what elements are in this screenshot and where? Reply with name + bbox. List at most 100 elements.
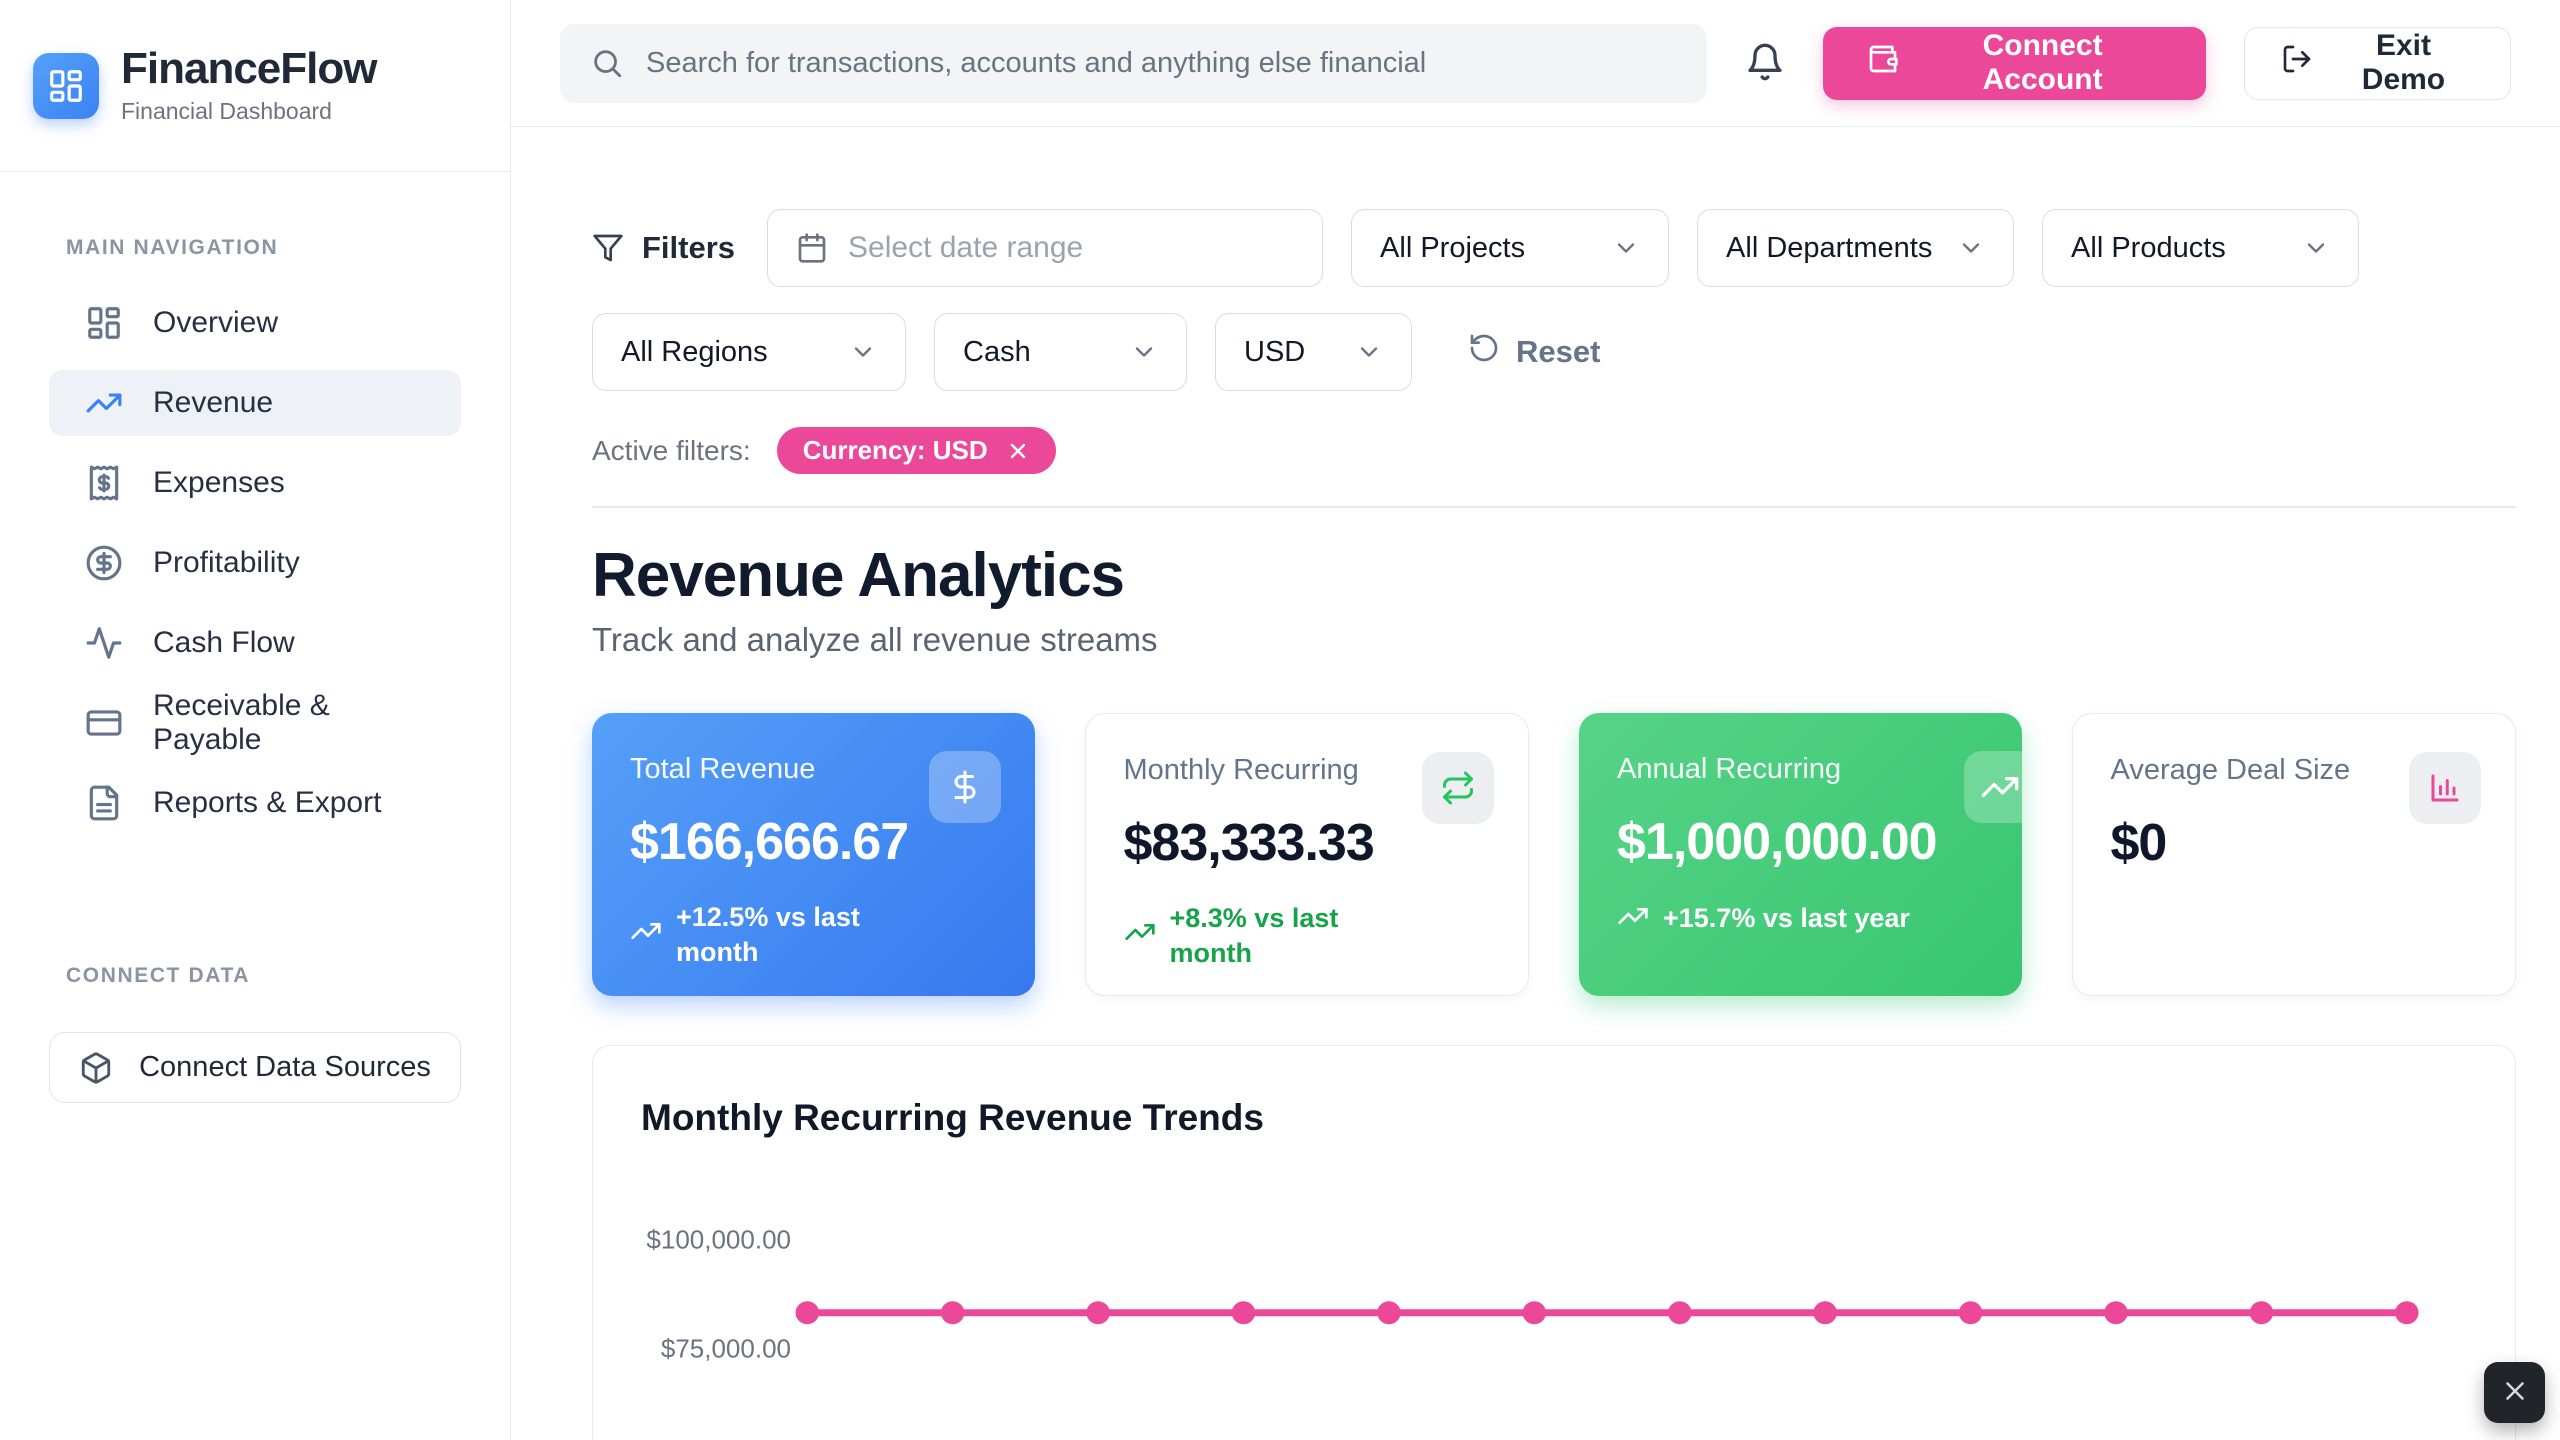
app-title: FinanceFlow	[121, 44, 377, 93]
currency-dropdown[interactable]: USD	[1215, 313, 1412, 391]
products-dropdown-value: All Products	[2071, 231, 2226, 264]
metric-value: $0	[2110, 813, 2168, 872]
sidebar-item-receivable-payable[interactable]: Receivable & Payable	[49, 689, 461, 757]
departments-dropdown-value: All Departments	[1726, 231, 1933, 264]
search-input[interactable]	[646, 46, 1678, 80]
close-overlay-button[interactable]	[2484, 1362, 2545, 1423]
metric-label: Annual Recurring	[1617, 752, 1842, 785]
sidebar-item-label: Revenue	[153, 386, 274, 420]
regions-dropdown-value: All Regions	[621, 335, 768, 368]
app-subtitle: Financial Dashboard	[121, 98, 332, 125]
dollar-circle-icon	[85, 544, 123, 582]
close-icon	[2500, 1376, 2530, 1409]
repeat-icon	[1422, 751, 1494, 824]
activity-icon	[85, 624, 123, 662]
filters-row-2: All Regions Cash USD Reset	[592, 313, 2516, 391]
sidebar-item-label: Receivable & Payable	[153, 689, 330, 757]
sidebar-item-overview[interactable]: Overview	[49, 290, 461, 356]
sidebar-item-label: Profitability	[153, 546, 300, 580]
sidebar-item-profitability[interactable]: Profitability	[49, 530, 461, 596]
trending-up-icon	[1617, 900, 1649, 939]
regions-dropdown[interactable]: All Regions	[592, 313, 906, 391]
dollar-icon	[928, 750, 1001, 823]
brand-text: FinanceFlow Financial Dashboard	[121, 44, 377, 125]
trending-up-icon	[1124, 916, 1156, 955]
connect-account-label: Connect Account	[1982, 29, 2103, 96]
filters-heading: Filters	[592, 230, 735, 266]
connect-data-sources-button[interactable]: Connect Data Sources	[49, 1032, 461, 1104]
metric-value: $83,333.33	[1123, 813, 1375, 872]
filters-row-1: Filters All Projects All Departments All…	[592, 209, 2516, 287]
chevron-down-icon	[849, 338, 877, 366]
sidebar-item-expenses[interactable]: Expenses	[49, 450, 461, 516]
content: Filters All Projects All Departments All…	[511, 127, 2560, 1440]
metric-card-annual-recurring: Annual Recurring $1,000,000.00 +15.7% vs…	[1579, 712, 2022, 996]
mrr-line-chart	[795, 1300, 2419, 1324]
chevron-down-icon	[1355, 338, 1383, 366]
y-axis-tick: $100,000.00	[646, 1224, 791, 1254]
bar-chart-icon	[2409, 751, 2481, 824]
credit-card-icon	[85, 704, 123, 742]
y-axis-tick: $75,000.00	[660, 1333, 791, 1363]
calendar-icon	[796, 232, 828, 264]
products-dropdown[interactable]: All Products	[2042, 209, 2360, 287]
rotate-ccw-icon	[1468, 332, 1500, 372]
chevron-down-icon	[1130, 338, 1158, 366]
main-area: Connect Account Exit Demo Filters All	[511, 0, 2560, 1440]
sidebar-item-reports-export[interactable]: Reports & Export	[49, 770, 461, 836]
metric-change-text: +8.3% vs last month	[1169, 902, 1339, 968]
projects-dropdown[interactable]: All Projects	[1351, 209, 1670, 287]
metric-change: +8.3% vs last month	[1124, 901, 1491, 971]
chevron-down-icon	[1612, 234, 1640, 262]
metric-change: +12.5% vs last month	[630, 900, 997, 970]
global-search	[560, 23, 1708, 103]
exit-demo-button[interactable]: Exit Demo	[2243, 26, 2511, 100]
brand: FinanceFlow Financial Dashboard	[0, 0, 510, 173]
topbar: Connect Account Exit Demo	[511, 0, 2560, 127]
funnel-icon	[592, 232, 624, 264]
dashboard-grid-icon	[85, 304, 123, 342]
currency-dropdown-value: USD	[1244, 335, 1306, 368]
trending-up-icon	[630, 915, 662, 954]
page-title: Revenue Analytics	[592, 540, 1125, 610]
active-filters-row: Active filters: Currency: USD	[592, 427, 2516, 474]
cube-icon	[79, 1051, 113, 1085]
metric-label: Total Revenue	[630, 752, 816, 785]
metric-label: Average Deal Size	[2110, 753, 2351, 786]
exit-demo-label: Exit Demo	[2361, 29, 2446, 96]
sidebar-item-label: Cash Flow	[153, 626, 295, 660]
close-icon[interactable]	[1006, 439, 1030, 463]
wallet-icon	[1867, 43, 1899, 83]
metric-cards: Total Revenue $166,666.67 +12.5% vs last…	[592, 712, 2516, 996]
chart-title: Monthly Recurring Revenue Trends	[641, 1096, 1264, 1138]
metric-value: $166,666.67	[630, 812, 909, 871]
main-navigation: Overview Revenue Expenses Profitability …	[0, 290, 510, 836]
metric-card-total-revenue: Total Revenue $166,666.67 +12.5% vs last…	[592, 712, 1035, 996]
sidebar-item-label: Reports & Export	[153, 786, 382, 820]
sidebar-item-cash-flow[interactable]: Cash Flow	[49, 610, 461, 676]
reset-filters-button[interactable]: Reset	[1468, 332, 1600, 372]
departments-dropdown[interactable]: All Departments	[1697, 209, 2015, 287]
sidebar-item-label: Expenses	[153, 466, 285, 500]
active-filters-label: Active filters:	[592, 434, 751, 466]
connect-data-sources-label: Connect Data Sources	[139, 1051, 431, 1084]
payment-method-dropdown[interactable]: Cash	[934, 313, 1187, 391]
page-subtitle: Track and analyze all revenue streams	[592, 620, 1158, 658]
notifications-button[interactable]	[1745, 42, 1785, 85]
active-filter-chip-text: Currency: USD	[802, 435, 988, 465]
trending-up-icon	[1963, 750, 2022, 823]
section-divider	[592, 506, 2516, 508]
bell-icon	[1745, 42, 1785, 85]
connect-account-button[interactable]: Connect Account	[1823, 26, 2206, 100]
connect-data-section-header: CONNECT DATA	[66, 964, 251, 988]
chart-plot-area: $100,000.00 $75,000.00 $50,000.00	[641, 1186, 2467, 1440]
sidebar: FinanceFlow Financial Dashboard MAIN NAV…	[0, 0, 511, 1440]
chevron-down-icon	[1957, 234, 1985, 262]
sidebar-item-revenue[interactable]: Revenue	[49, 370, 461, 437]
nav-section-header: MAIN NAVIGATION	[66, 236, 279, 260]
date-range-input[interactable]	[848, 231, 1295, 265]
active-filter-chip-currency[interactable]: Currency: USD	[776, 427, 1056, 474]
metric-card-monthly-recurring: Monthly Recurring $83,333.33 +8.3% vs la…	[1084, 712, 1529, 996]
filters-title: Filters	[642, 230, 736, 265]
payment-method-dropdown-value: Cash	[963, 335, 1031, 368]
